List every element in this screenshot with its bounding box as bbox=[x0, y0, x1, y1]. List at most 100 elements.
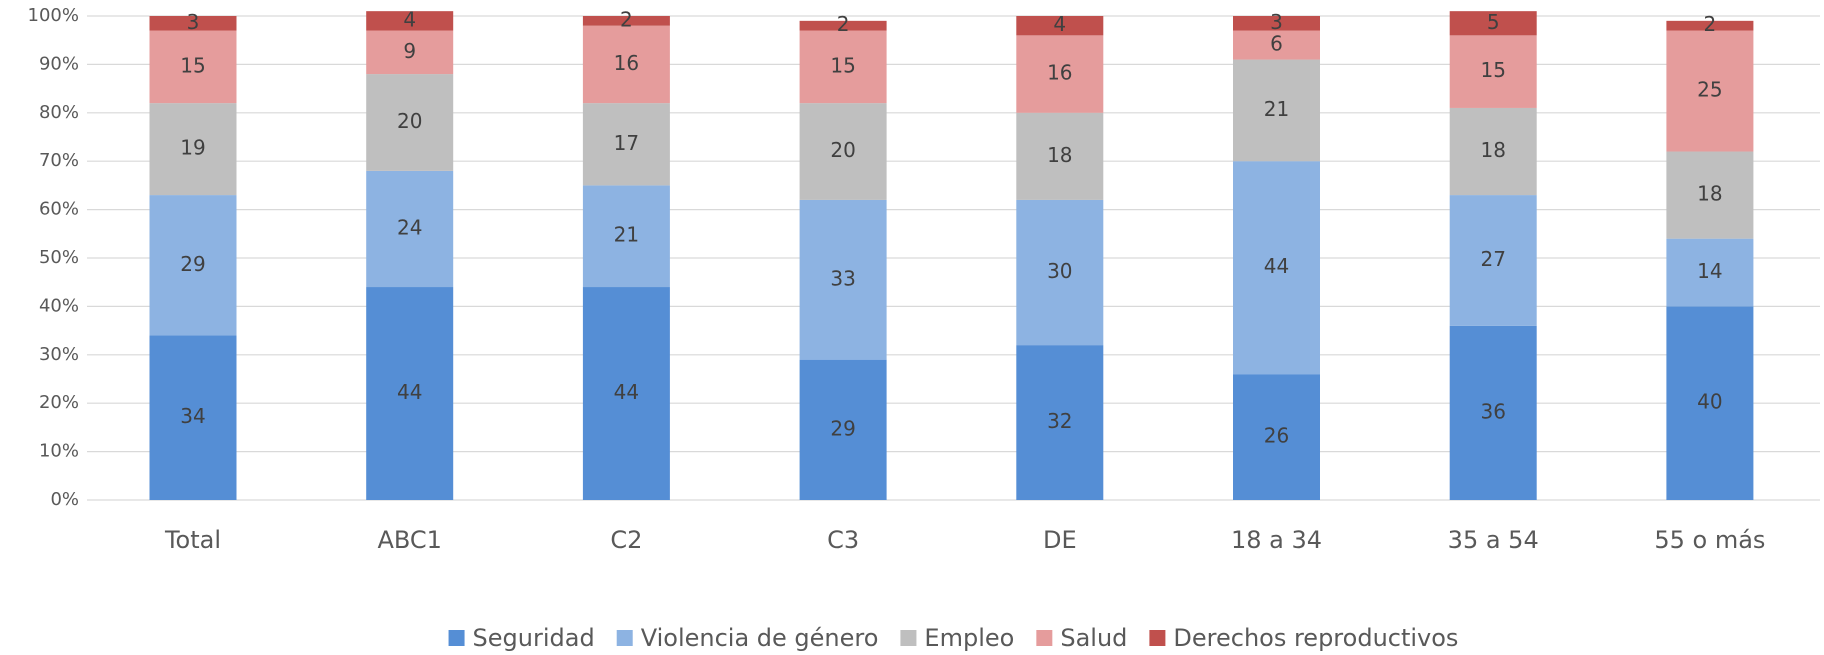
bar-segment bbox=[1233, 16, 1320, 31]
bar-segment bbox=[799, 103, 887, 200]
bar-segment bbox=[366, 74, 454, 171]
x-tick-label: 18 a 34 bbox=[1231, 526, 1322, 554]
data-label: 34 bbox=[180, 404, 205, 428]
legend-label: Seguridad bbox=[473, 624, 595, 652]
data-label: 5 bbox=[1487, 10, 1500, 34]
bar-segment bbox=[582, 103, 670, 186]
bar-segment bbox=[1016, 345, 1104, 500]
legend-swatch bbox=[900, 630, 917, 646]
y-tick-label: 10% bbox=[39, 441, 79, 462]
legend-label: Salud bbox=[1060, 624, 1127, 652]
y-tick-label: 30% bbox=[39, 344, 79, 365]
bar-segment bbox=[1016, 16, 1104, 36]
data-label: 3 bbox=[187, 10, 200, 34]
bar-segment bbox=[799, 199, 887, 360]
data-label: 18 bbox=[1047, 143, 1072, 167]
data-label: 2 bbox=[620, 7, 633, 31]
legend-label: Violencia de género bbox=[641, 624, 879, 652]
bar-segment bbox=[366, 11, 454, 31]
bar-segment bbox=[1233, 30, 1320, 60]
bar-segment bbox=[799, 30, 887, 104]
data-label: 30 bbox=[1047, 259, 1072, 283]
bar-segment bbox=[582, 25, 670, 104]
bar-segment bbox=[366, 30, 454, 75]
data-label: 20 bbox=[397, 109, 422, 133]
bar-segment bbox=[799, 359, 887, 500]
bar-segment bbox=[1666, 151, 1754, 239]
legend-swatch bbox=[616, 630, 633, 646]
x-tick-label: DE bbox=[1043, 526, 1077, 554]
y-tick-label: 90% bbox=[39, 53, 79, 74]
data-label: 4 bbox=[1053, 12, 1066, 36]
data-label: 44 bbox=[1264, 254, 1289, 278]
bar-segment bbox=[799, 20, 887, 31]
data-label: 2 bbox=[1704, 12, 1717, 36]
data-label: 29 bbox=[830, 416, 855, 440]
y-tick-label: 80% bbox=[39, 102, 79, 123]
legend-swatch bbox=[1036, 630, 1053, 646]
data-label: 4 bbox=[403, 7, 416, 31]
bar-segment bbox=[582, 16, 670, 26]
bar-segment bbox=[1666, 20, 1754, 31]
data-label: 24 bbox=[397, 215, 422, 239]
bar-segment bbox=[1233, 59, 1320, 162]
bar-segment bbox=[1666, 30, 1754, 152]
bar-segment bbox=[582, 287, 670, 500]
data-label: 19 bbox=[180, 136, 205, 160]
data-label: 29 bbox=[180, 252, 205, 276]
bar-segment bbox=[1449, 107, 1537, 196]
bar-segment bbox=[1016, 112, 1104, 200]
data-label: 40 bbox=[1697, 390, 1722, 414]
data-label: 36 bbox=[1480, 399, 1505, 423]
bar-segment bbox=[149, 16, 237, 31]
y-tick-label: 20% bbox=[39, 392, 79, 413]
data-label: 9 bbox=[403, 39, 416, 63]
data-label: 20 bbox=[830, 138, 855, 162]
data-label: 15 bbox=[180, 53, 205, 77]
bar-segment bbox=[1666, 238, 1754, 307]
data-label: 25 bbox=[1697, 78, 1722, 102]
data-label: 15 bbox=[1480, 58, 1505, 82]
x-tick-label: 55 o más bbox=[1654, 526, 1765, 554]
data-label: 44 bbox=[397, 380, 422, 404]
bar-segment bbox=[366, 287, 454, 500]
x-tick-label: Total bbox=[164, 526, 221, 554]
bar-segment bbox=[149, 195, 237, 336]
data-label: 21 bbox=[614, 223, 639, 247]
legend-swatch bbox=[448, 630, 465, 646]
bar-segment bbox=[1233, 374, 1320, 500]
bar-segment bbox=[1449, 11, 1537, 36]
y-tick-label: 100% bbox=[28, 5, 79, 26]
data-label: 18 bbox=[1480, 138, 1505, 162]
bar-segment bbox=[1449, 35, 1537, 108]
y-tick-label: 0% bbox=[50, 489, 79, 510]
legend-label: Derechos reproductivos bbox=[1173, 624, 1458, 652]
y-tick-label: 60% bbox=[39, 199, 79, 220]
bar-segment bbox=[1666, 306, 1754, 500]
data-label: 16 bbox=[1047, 61, 1072, 85]
data-label: 3 bbox=[1270, 10, 1283, 34]
bar-segment bbox=[149, 30, 237, 104]
x-tick-label: C3 bbox=[827, 526, 859, 554]
bar-segment bbox=[149, 335, 237, 500]
x-tick-label: C2 bbox=[610, 526, 642, 554]
data-label: 15 bbox=[830, 53, 855, 77]
bar-segment bbox=[366, 170, 454, 288]
bar-segment bbox=[1016, 35, 1104, 113]
legend-label: Empleo bbox=[924, 624, 1014, 652]
bar-segment bbox=[1233, 161, 1320, 375]
bar-segment bbox=[582, 185, 670, 288]
data-label: 21 bbox=[1264, 97, 1289, 121]
data-label: 2 bbox=[837, 12, 850, 36]
y-tick-label: 40% bbox=[39, 295, 79, 316]
data-label: 6 bbox=[1270, 32, 1283, 56]
data-label: 18 bbox=[1697, 182, 1722, 206]
data-label: 26 bbox=[1264, 424, 1289, 448]
bar-segment bbox=[1016, 199, 1104, 346]
y-tick-label: 50% bbox=[39, 247, 79, 268]
data-label: 33 bbox=[830, 266, 855, 290]
x-tick-label: ABC1 bbox=[377, 526, 442, 554]
data-label: 16 bbox=[614, 51, 639, 75]
bar-segment bbox=[149, 103, 237, 196]
